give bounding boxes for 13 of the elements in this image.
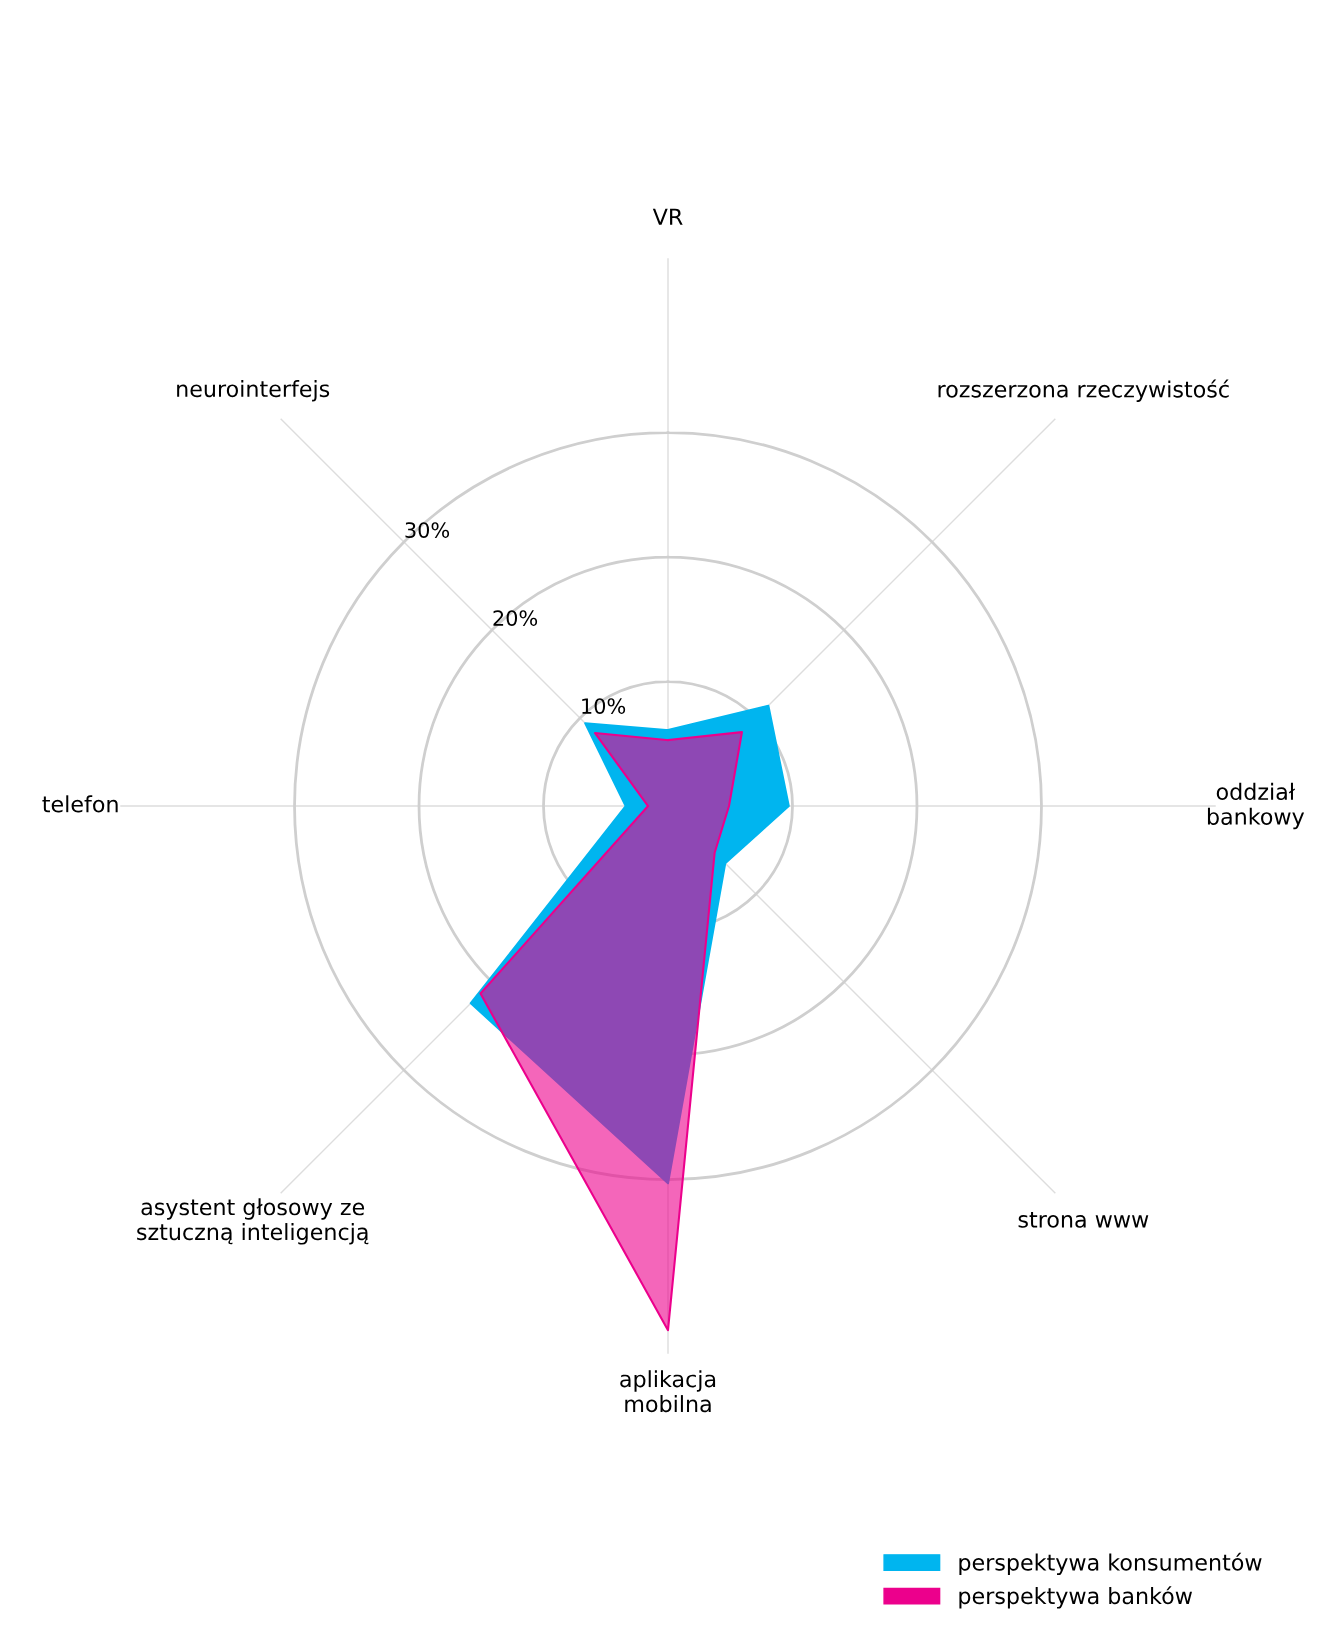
spoke-label: strona www: [1018, 1211, 1149, 1228]
y-tick-label: 20%: [493, 610, 538, 626]
legend-label: perspektywa banków: [959, 1586, 1192, 1609]
legend-label: perspektywa konsumentów: [959, 1552, 1262, 1576]
spoke-label: asystent głosowy ze sztuczną inteligencją: [137, 1198, 369, 1245]
spoke-label: telefon: [42, 795, 118, 813]
y-tick-label: 10%: [582, 698, 626, 714]
spoke-label: oddział bankowy: [1207, 782, 1305, 830]
spoke-label: neurointerfejs: [177, 379, 330, 402]
spoke-label: aplikacja mobilna: [620, 1370, 716, 1413]
spoke-label: VR: [652, 208, 683, 225]
spoke-label: rozszerzona rzeczywistość: [938, 379, 1229, 402]
y-tick-label: 30%: [405, 522, 450, 538]
